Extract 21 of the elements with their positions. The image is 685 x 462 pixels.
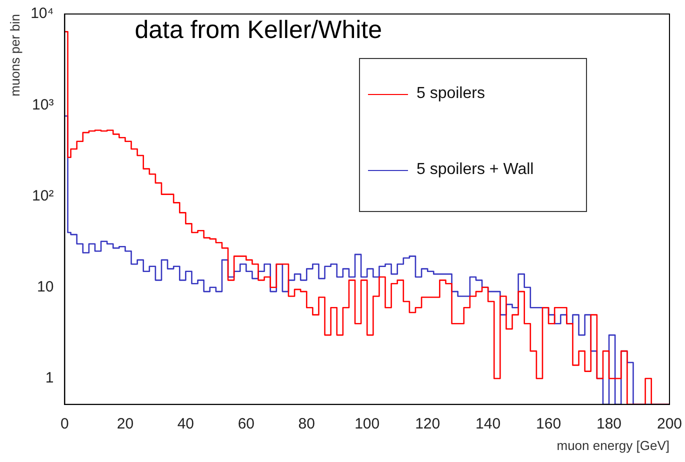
x-tick-label: 60 — [238, 416, 254, 433]
legend-label: 5 spoilers + Wall — [416, 161, 534, 179]
x-tick-label: 120 — [415, 416, 440, 433]
y-tick-label: 10³ — [32, 96, 54, 114]
y-tick-label: 1 — [45, 370, 54, 387]
y-axis-title: muons per bin — [7, 14, 22, 96]
x-tick-label: 180 — [596, 416, 622, 433]
x-tick-label: 0 — [60, 416, 69, 433]
x-tick-label: 40 — [177, 416, 194, 433]
x-tick-label: 200 — [656, 416, 682, 433]
legend-label: 5 spoilers — [416, 85, 485, 103]
y-tick-label: 10⁴ — [30, 5, 54, 22]
y-tick-label: 10² — [32, 187, 54, 204]
x-tick-label: 80 — [298, 416, 315, 433]
x-tick-label: 140 — [476, 416, 501, 433]
x-tick-label: 20 — [116, 416, 134, 433]
x-axis-title: muon energy [GeV] — [556, 438, 670, 453]
chart-title: data from Keller/White — [134, 16, 382, 45]
y-tick-label: 10 — [37, 278, 54, 296]
x-tick-label: 100 — [354, 416, 380, 433]
x-tick-label: 160 — [536, 416, 562, 433]
